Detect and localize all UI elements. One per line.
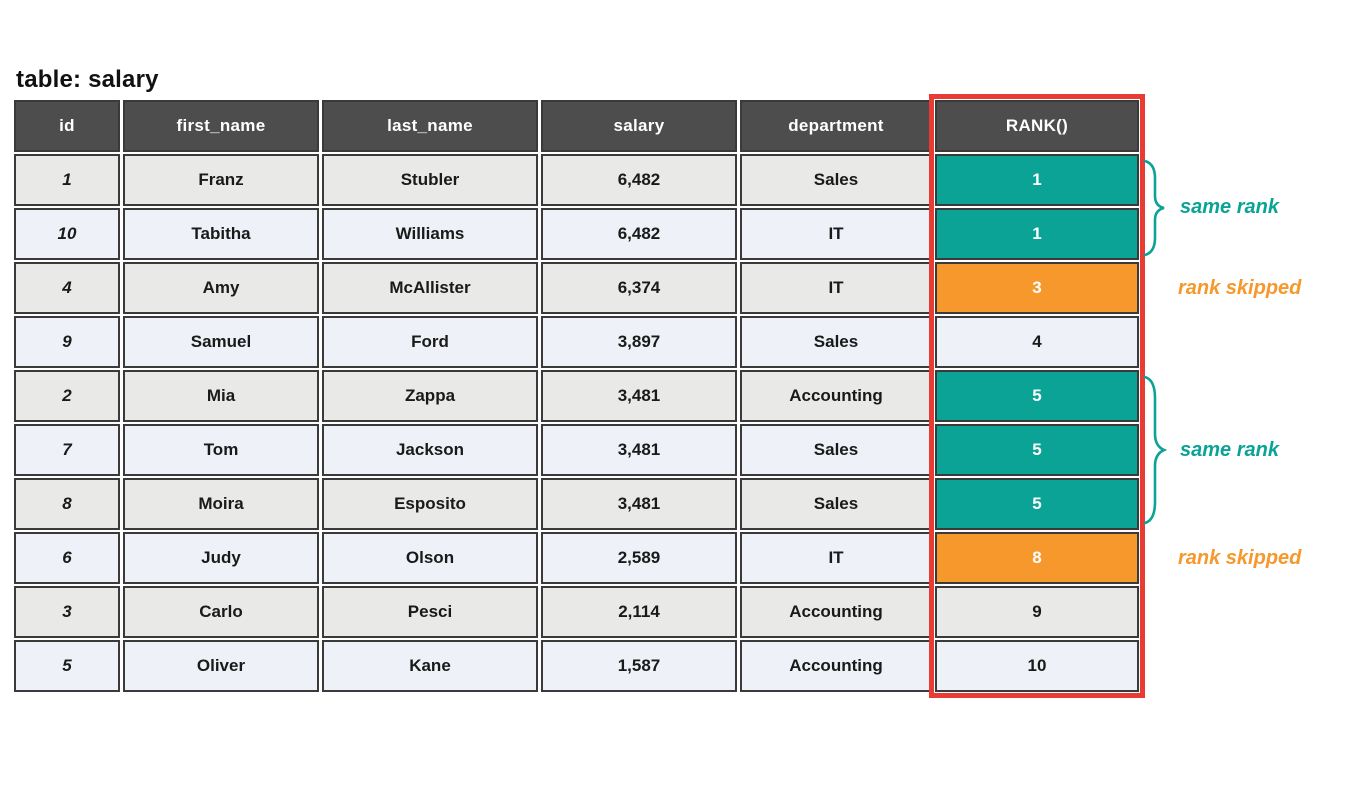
cell-first-name: Franz [123,154,319,206]
brace-icon [1141,158,1167,258]
cell-last-name: Williams [322,208,538,260]
annotation-rank-skipped-1: rank skipped [1178,277,1302,299]
cell-id: 9 [14,316,120,368]
cell-salary: 2,114 [541,586,737,638]
column-header-salary: salary [541,100,737,152]
cell-rank: 10 [935,640,1139,692]
cell-first-name: Moira [123,478,319,530]
cell-department: Sales [740,154,932,206]
cell-rank: 1 [935,208,1139,260]
cell-salary: 1,587 [541,640,737,692]
cell-last-name: McAllister [322,262,538,314]
table-title: table: salary [16,66,159,93]
cell-last-name: Kane [322,640,538,692]
cell-department: Sales [740,478,932,530]
annotation-same-rank-1: same rank [1180,196,1279,218]
annotation-rank-skipped-2: rank skipped [1178,547,1302,569]
cell-first-name: Oliver [123,640,319,692]
cell-last-name: Stubler [322,154,538,206]
cell-salary: 2,589 [541,532,737,584]
column-header-first-name: first_name [123,100,319,152]
cell-id: 10 [14,208,120,260]
cell-id: 1 [14,154,120,206]
brace-icon [1141,374,1167,526]
cell-last-name: Ford [322,316,538,368]
column-header-last-name: last_name [322,100,538,152]
column-header-id: id [14,100,120,152]
cell-rank: 3 [935,262,1139,314]
cell-id: 3 [14,586,120,638]
cell-rank: 1 [935,154,1139,206]
cell-last-name: Esposito [322,478,538,530]
cell-rank: 8 [935,532,1139,584]
cell-last-name: Olson [322,532,538,584]
cell-salary: 3,481 [541,370,737,422]
cell-first-name: Amy [123,262,319,314]
cell-id: 8 [14,478,120,530]
cell-id: 7 [14,424,120,476]
cell-first-name: Mia [123,370,319,422]
cell-last-name: Zappa [322,370,538,422]
cell-department: IT [740,208,932,260]
cell-salary: 3,897 [541,316,737,368]
salary-table: id first_name last_name salary departmen… [14,100,1139,692]
cell-department: Sales [740,424,932,476]
cell-first-name: Samuel [123,316,319,368]
cell-id: 6 [14,532,120,584]
cell-first-name: Tabitha [123,208,319,260]
cell-department: Accounting [740,640,932,692]
column-header-department: department [740,100,932,152]
cell-id: 4 [14,262,120,314]
cell-rank: 5 [935,370,1139,422]
cell-rank: 5 [935,478,1139,530]
cell-rank: 5 [935,424,1139,476]
cell-salary: 3,481 [541,424,737,476]
cell-id: 5 [14,640,120,692]
cell-department: Accounting [740,586,932,638]
cell-salary: 3,481 [541,478,737,530]
cell-last-name: Pesci [322,586,538,638]
cell-salary: 6,482 [541,154,737,206]
cell-rank: 9 [935,586,1139,638]
cell-rank: 4 [935,316,1139,368]
cell-salary: 6,482 [541,208,737,260]
cell-department: IT [740,532,932,584]
cell-first-name: Judy [123,532,319,584]
cell-last-name: Jackson [322,424,538,476]
cell-department: IT [740,262,932,314]
column-header-rank: RANK() [935,100,1139,152]
cell-first-name: Carlo [123,586,319,638]
cell-department: Accounting [740,370,932,422]
annotation-same-rank-2: same rank [1180,439,1279,461]
cell-id: 2 [14,370,120,422]
cell-salary: 6,374 [541,262,737,314]
cell-department: Sales [740,316,932,368]
cell-first-name: Tom [123,424,319,476]
